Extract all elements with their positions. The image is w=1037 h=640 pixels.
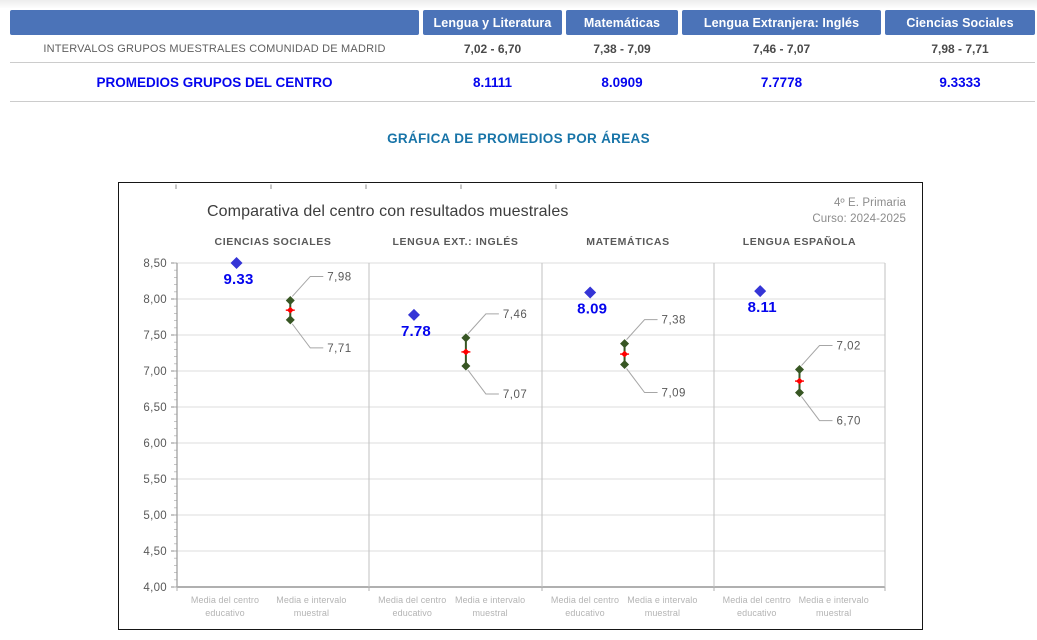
panel-lengua-espa-ola: LENGUA ESPAÑOLA Media del centro educativo…: [723, 235, 869, 618]
y-tick-label: 7,50: [143, 330, 167, 342]
panel-title: MATEMÁTICAS: [586, 235, 669, 248]
x-category-label: muestral: [294, 608, 329, 618]
panel-ciencias-sociales: CIENCIAS SOCIALES Media del centro educati…: [191, 236, 351, 618]
header-ciencias-sociales: Ciencias Sociales: [885, 10, 1035, 35]
interval-low-value: 7,71: [327, 343, 351, 355]
x-category-label: educativo: [737, 608, 776, 618]
x-category-label: Media del centro: [191, 595, 259, 605]
interval-low-marker: [285, 315, 295, 325]
x-category-label: educativo: [393, 608, 432, 618]
panel-lengua-ext-ingl-s: LENGUA EXT.: INGLÉS Media del centro educa…: [378, 235, 527, 618]
x-category-label: muestral: [472, 608, 507, 618]
average-value-cell: 7.7778: [760, 74, 803, 90]
interval-high-marker: [620, 339, 630, 349]
chart-title: Comparativa del centro con resultados mu…: [207, 203, 568, 220]
intervals-row-label: INTERVALOS GRUPOS MUESTRALES COMUNIDAD D…: [43, 42, 386, 55]
interval-low-marker: [461, 361, 471, 371]
interval-low-marker: [795, 388, 804, 398]
center-mean-label: 9.33: [224, 271, 254, 288]
y-tick-label: 7,00: [143, 366, 167, 378]
x-category-label: educativo: [565, 608, 604, 618]
section-title: GRÁFICA DE PROMEDIOS POR ÁREAS: [387, 131, 650, 146]
center-mean-marker: [407, 308, 420, 321]
interval-low-marker: [620, 360, 630, 370]
center-mean-marker: [584, 286, 597, 299]
callout-leader: [467, 313, 499, 335]
interval-low-value: 6,70: [837, 416, 861, 428]
interval-high-marker: [795, 365, 804, 375]
interval-high-value: 7,98: [327, 271, 351, 283]
average-value-cell: 8.1111: [472, 74, 513, 90]
y-tick-label: 6,50: [143, 402, 167, 414]
panel-title: LENGUA ESPAÑOLA: [743, 235, 856, 248]
callout-leader: [626, 319, 658, 340]
x-category-label: educativo: [205, 608, 244, 618]
average-value-cell: 8.0909: [601, 74, 643, 90]
center-mean-label: 8.09: [577, 301, 607, 318]
x-category-label: Media del centro: [551, 595, 619, 605]
center-mean-marker: [230, 257, 243, 269]
callout-leader: [467, 369, 499, 395]
chart-annotation-year: Curso: 2024-2025: [812, 213, 906, 225]
y-tick-label: 6,00: [143, 438, 167, 450]
callout-leader: [801, 345, 833, 366]
interval-value-cell: 7,46 - 7,07: [752, 41, 811, 56]
chart-axes: 4,00 4,50 5,00 5,50 6,00 6,50 7,00 7,50 8,00 8,50: [143, 184, 886, 594]
callout-leader: [801, 396, 833, 422]
callout-leader: [291, 275, 324, 297]
y-tick-label: 8,50: [143, 258, 167, 270]
panel-title: CIENCIAS SOCIALES: [215, 236, 332, 248]
interval-value-cell: 7,98 - 7,71: [931, 41, 989, 56]
header-lengua-y-literatura: Lengua y Literatura: [423, 10, 562, 35]
scores-table: Lengua y Literatura Matemáticas Lengua E…: [10, 10, 1035, 102]
average-value-cell: 9.3333: [939, 74, 981, 90]
x-category-label: Media e intervalo: [799, 595, 869, 605]
interval-low-value: 7,09: [662, 388, 686, 400]
y-tick-label: 5,50: [143, 474, 167, 486]
x-category-label: Media del centro: [723, 595, 791, 605]
y-tick-label: 8,00: [143, 294, 167, 306]
interval-value-cell: 7,02 - 6,70: [463, 41, 522, 56]
table-corner-cell: [10, 10, 419, 35]
x-category-label: muestral: [816, 608, 851, 618]
chart-container: 4,00 4,50 5,00 5,50 6,00 6,50 7,00 7,50 8,00 8,50…: [118, 182, 923, 630]
y-tick-label: 4,50: [143, 546, 167, 558]
promedios-chart: 4,00 4,50 5,00 5,50 6,00 6,50 7,00 7,50 8,00 8,50…: [143, 184, 907, 618]
y-tick-label: 5,00: [143, 510, 167, 522]
panel-title: LENGUA EXT.: INGLÉS: [393, 235, 519, 248]
interval-low-value: 7,07: [503, 389, 527, 401]
table-header-row: Lengua y Literatura Matemáticas Lengua E…: [10, 10, 1035, 35]
header-matematicas: Matemáticas: [566, 10, 678, 35]
interval-high-marker: [285, 295, 295, 305]
averages-row-label: PROMEDIOS GRUPOS DEL CENTRO: [96, 74, 333, 90]
center-mean-label: 8.11: [748, 299, 777, 316]
interval-high-value: 7,46: [503, 309, 527, 321]
callout-leader: [626, 368, 658, 394]
x-category-label: Media del centro: [378, 595, 446, 605]
x-category-label: muestral: [645, 608, 680, 618]
chart-annotation-grade: 4º E. Primaria: [834, 197, 907, 209]
top-gradient-strip: [0, 0, 1037, 8]
center-mean-marker: [754, 285, 767, 298]
y-tick-label: 4,00: [143, 582, 167, 594]
x-category-label: Media e intervalo: [627, 595, 697, 605]
header-lengua-extranjera-ingles: Lengua Extranjera: Inglés: [682, 10, 881, 35]
x-category-label: Media e intervalo: [276, 595, 346, 605]
callout-leader: [291, 323, 324, 349]
interval-high-value: 7,38: [662, 315, 686, 327]
center-mean-label: 7.78: [401, 323, 431, 340]
averages-row: PROMEDIOS GRUPOS DEL CENTRO 8.1111 8.090…: [10, 63, 1035, 102]
interval-value-cell: 7,38 - 7,09: [593, 41, 651, 56]
intervals-row: INTERVALOS GRUPOS MUESTRALES COMUNIDAD D…: [10, 35, 1035, 63]
panel-matem-ticas: MATEMÁTICAS Media del centro educativo Medi…: [551, 235, 697, 618]
interval-high-marker: [461, 333, 471, 343]
x-category-label: Media e intervalo: [455, 595, 525, 605]
interval-high-value: 7,02: [837, 341, 861, 353]
